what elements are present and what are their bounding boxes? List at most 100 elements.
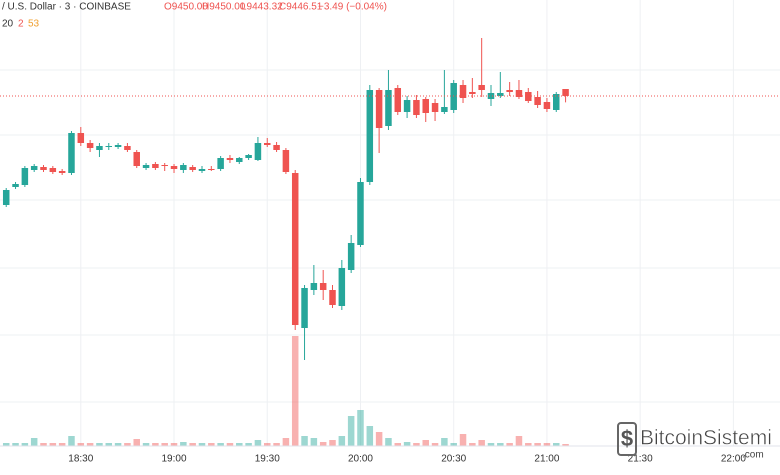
- volume-bar: [198, 443, 206, 446]
- candle-body: [189, 167, 196, 170]
- volume-bar: [77, 443, 85, 446]
- candle-body: [431, 103, 439, 112]
- candle-body: [562, 89, 569, 96]
- volume-bar: [450, 443, 457, 446]
- candle-body: [40, 167, 47, 170]
- ohlc-open: O9450.00: [164, 2, 208, 13]
- price-pane: [0, 38, 780, 360]
- volume-bar: [553, 443, 560, 446]
- candle-body: [385, 90, 392, 126]
- x-tick-label: 21:30: [628, 454, 653, 465]
- candle-body: [49, 168, 57, 172]
- volume-bar: [394, 443, 402, 446]
- ohlc-low: L9443.32: [241, 2, 283, 13]
- candle-body: [459, 85, 467, 98]
- time-axis: [0, 446, 780, 470]
- volume-bar: [282, 438, 290, 446]
- candle-body: [310, 283, 318, 290]
- candle-body: [208, 169, 215, 170]
- candle-body: [124, 146, 131, 150]
- candle-body: [291, 173, 299, 325]
- volume-bar: [236, 443, 243, 446]
- volume-bar: [161, 443, 168, 446]
- volume-bar: [58, 443, 66, 446]
- x-axis: 18:30 19:00 19:30 20:00 20:30 21:00 21:30 22:00: [68, 454, 746, 465]
- volume-bar: [413, 443, 420, 446]
- candle-body: [170, 166, 178, 169]
- volume-bar: [347, 416, 355, 446]
- ohlc-change: −3.49 (−0.04%): [318, 2, 387, 13]
- volume-bar: [534, 443, 541, 446]
- candle-body: [30, 166, 38, 170]
- candle-body: [245, 155, 252, 158]
- candle-body: [86, 143, 94, 148]
- volume-bar: [2, 443, 10, 446]
- watermark-logo-letter: $: [621, 426, 633, 451]
- watermark-logo: [617, 422, 637, 456]
- volume-bar: [366, 426, 374, 446]
- volume-bar: [291, 336, 299, 446]
- candle-body: [217, 158, 224, 169]
- watermark: $ BitcoinSistemi .com: [617, 422, 772, 461]
- candle-body: [236, 158, 243, 162]
- header: / U.S. Dollar · 3 · COINBASE O9450.00 H9…: [2, 2, 387, 30]
- candle-body: [301, 288, 308, 328]
- candle-body: [161, 165, 168, 166]
- volume-bar: [114, 443, 122, 446]
- candle-body: [319, 283, 327, 290]
- volume-bar: [422, 440, 429, 446]
- volume-bar: [40, 443, 47, 446]
- volume-bar: [525, 443, 532, 446]
- candle-body: [403, 100, 411, 112]
- volume-bar: [403, 442, 411, 446]
- candle-body: [329, 290, 336, 305]
- candle-body: [282, 150, 290, 172]
- ohlc-high: H9450.00: [202, 2, 246, 13]
- volume-bar: [254, 440, 262, 446]
- candle-body: [469, 92, 476, 94]
- candle-body: [543, 102, 551, 109]
- volume-bar: [68, 436, 75, 446]
- volume-bar: [273, 443, 280, 446]
- indicator-value: 2: [18, 19, 24, 30]
- candle-body: [133, 152, 140, 166]
- x-tick-label: 20:00: [348, 454, 373, 465]
- volume-bar: [170, 443, 178, 446]
- candle-body: [441, 107, 448, 112]
- volume-bar: [142, 443, 150, 446]
- x-tick-label: 19:30: [255, 454, 280, 465]
- candle-body: [198, 169, 206, 171]
- volume-bar: [478, 440, 485, 446]
- candle-body: [114, 145, 122, 147]
- volume-bar: [357, 410, 364, 446]
- volume-bar: [310, 438, 318, 446]
- volume-bar: [264, 443, 271, 446]
- volume-bar: [217, 443, 224, 446]
- volume-bar: [497, 443, 504, 446]
- candle-body: [515, 90, 523, 97]
- candle-body: [553, 94, 560, 110]
- candle-body: [142, 165, 150, 168]
- volume-bar: [180, 442, 187, 446]
- candle-body: [487, 93, 495, 99]
- candle-body: [58, 171, 66, 173]
- volume-bar: [12, 443, 19, 446]
- candle-body: [338, 268, 346, 306]
- volume-bar: [208, 443, 215, 446]
- candle-body: [375, 90, 383, 128]
- symbol-title: / U.S. Dollar · 3 · COINBASE: [2, 2, 131, 13]
- volume-bar: [338, 436, 346, 446]
- volume-bar: [124, 443, 131, 446]
- volume-bar: [441, 438, 448, 446]
- volume-bar: [375, 432, 383, 446]
- volume-bar: [96, 443, 103, 446]
- candle-body: [68, 133, 75, 173]
- candle-body: [450, 83, 457, 110]
- candle-body: [180, 165, 187, 170]
- volume-bar: [301, 436, 308, 446]
- x-tick-label: 20:30: [441, 454, 466, 465]
- candle-body: [366, 90, 374, 182]
- volume-bar: [21, 443, 29, 446]
- x-tick-label: 22:00: [721, 454, 746, 465]
- volume-bar: [245, 443, 252, 446]
